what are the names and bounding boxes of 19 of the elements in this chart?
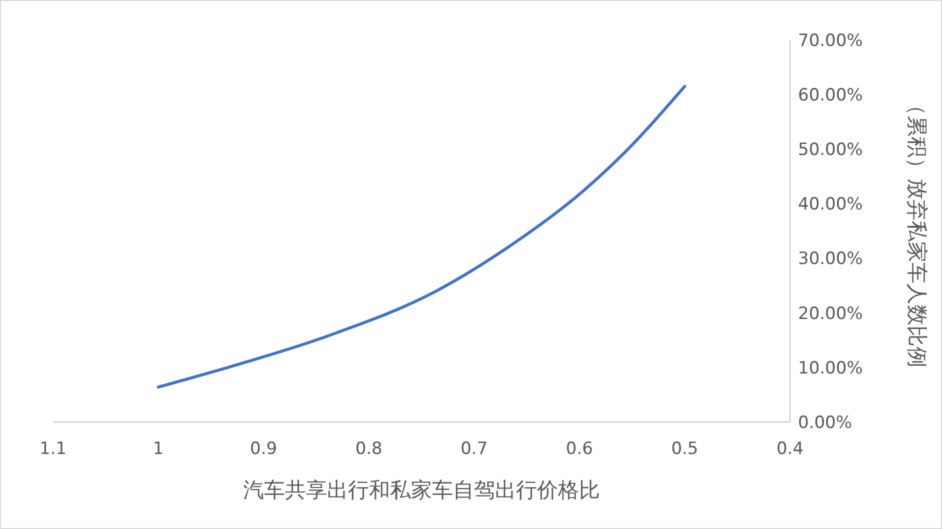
x-tick-label: 0.4 xyxy=(776,439,804,459)
x-axis-title: 汽车共享出行和私家车自驾出行价格比 xyxy=(243,478,600,502)
x-tick-label: 0.7 xyxy=(460,439,488,459)
y-axis-title: （累积）放弃私家车人数比例 xyxy=(905,94,929,368)
x-tick-label: 1.1 xyxy=(39,439,67,459)
y-tick-label: 50.00% xyxy=(798,140,863,160)
y-tick-label: 20.00% xyxy=(798,304,863,324)
y-tick-label: 10.00% xyxy=(798,358,863,378)
line-series xyxy=(156,84,686,389)
x-tick-label: 0.8 xyxy=(355,439,382,459)
y-tick-label: 30.00% xyxy=(798,249,863,270)
x-tick-label: 0.5 xyxy=(671,439,698,459)
y-tick-label: 0.00% xyxy=(798,412,852,433)
y-tick-label: 70.00% xyxy=(798,30,863,51)
x-tick-label: 0.9 xyxy=(250,439,278,459)
x-tick-label: 0.6 xyxy=(566,439,593,459)
x-tick-label: 1 xyxy=(152,439,164,459)
y-tick-label: 40.00% xyxy=(798,194,863,215)
y-tick-label: 60.00% xyxy=(798,86,863,106)
